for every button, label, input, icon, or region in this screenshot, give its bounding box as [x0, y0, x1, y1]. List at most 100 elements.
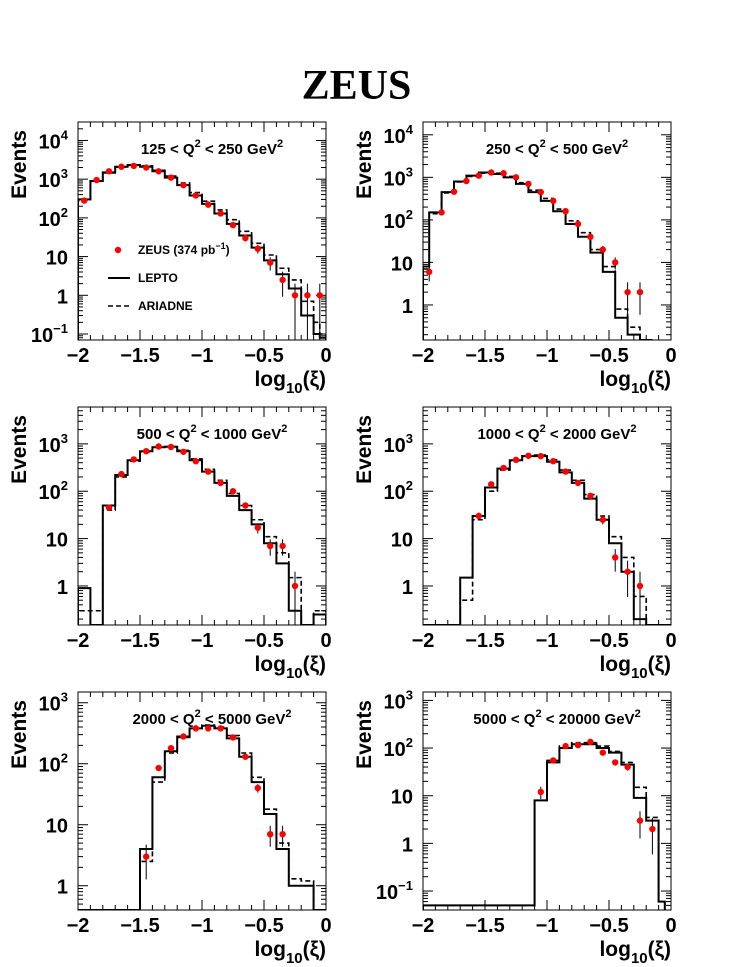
- chart-4-x-tick-label: −0.5: [244, 915, 283, 937]
- chart-1-y-tick-label: 104: [384, 122, 414, 148]
- chart-1-y-tick-base: 10: [384, 211, 406, 233]
- chart-4-data-point: [217, 725, 224, 732]
- chart-5-x-tick-label: −0.5: [589, 915, 628, 937]
- legend-zeus-marker: [114, 246, 122, 254]
- chart-5-data-point: [624, 763, 631, 771]
- chart-2-data-point: [267, 542, 274, 550]
- chart-2-data-point: [155, 443, 162, 450]
- chart-4-y-tick-base: 10: [46, 816, 68, 838]
- chart-4-x-tick-label: −1.5: [120, 915, 159, 937]
- chart-3-x-tick-label: −2: [412, 630, 435, 652]
- legend-lepto-label: LEPTO: [138, 271, 178, 285]
- chart-5-q2-label-sup2: 2: [635, 708, 641, 720]
- chart-3-y-tick-base: 10: [391, 530, 413, 552]
- chart-5-data-point: [649, 825, 656, 833]
- chart-3-data-point: [599, 516, 606, 523]
- chart-5-data-point: [636, 817, 644, 824]
- chart-1-x-tick-label: −0.5: [589, 345, 628, 367]
- chart-3-q2-label-tail: < 2000 GeV: [546, 426, 631, 443]
- chart-2-data-point: [192, 458, 199, 465]
- chart-2-x-tick-label: 0: [320, 630, 331, 652]
- chart-0-y-axis-label: Events: [8, 130, 31, 199]
- chart-3-data-point: [574, 479, 582, 487]
- chart-0-y-tick-exp: 2: [61, 205, 68, 220]
- chart-1-q2-label-tail: < 500 GeV: [546, 141, 622, 158]
- chart-1-x-axis-label-main: log: [599, 368, 631, 391]
- chart-0-data-point: [205, 201, 212, 208]
- chart-1-data-point: [463, 177, 470, 185]
- chart-2-x-tick-label: −2: [67, 630, 90, 652]
- chart-0-data-point: [316, 292, 323, 299]
- chart-3-data-point: [636, 582, 644, 590]
- chart-2-data-point: [242, 502, 249, 509]
- chart-0-x-axis-label: log10(ξ): [254, 368, 326, 397]
- chart-2-y-tick-base: 10: [39, 435, 61, 457]
- chart-5-y-tick-base: 1: [402, 834, 413, 856]
- chart-5-y-tick-label: 102: [384, 735, 413, 761]
- chart-1-y-tick-base: 10: [384, 168, 406, 190]
- chart-5-data-point: [562, 742, 569, 750]
- chart-2-x-tick-label: −0.5: [244, 630, 283, 652]
- chart-5-x-axis-label-tail: (ξ): [648, 938, 671, 961]
- chart-2-data-point: [217, 479, 224, 487]
- chart-3-data-point: [624, 568, 631, 575]
- chart-2-x-axis-label: log10(ξ): [254, 653, 326, 682]
- chart-4-y-axis-label: Events: [8, 700, 31, 769]
- chart-1-x-tick-label: 0: [665, 345, 676, 367]
- chart-0-y-tick-base: 10: [39, 170, 61, 192]
- chart-0-data-point: [267, 259, 274, 266]
- chart-2-q2-label-sup: 2: [190, 423, 196, 435]
- chart-4-data-point: [167, 744, 175, 752]
- chart-1-data-point: [636, 288, 644, 296]
- chart-1-data-point: [612, 259, 619, 266]
- chart-2-data-point: [130, 456, 137, 463]
- chart-3-x-axis-label: log10(ξ): [599, 653, 671, 682]
- chart-3-data-point: [512, 456, 520, 464]
- chart-1-data-point: [450, 188, 458, 195]
- chart-0-y-tick-label: 10−1: [31, 321, 68, 347]
- chart-5-y-tick-label: 10: [391, 787, 413, 809]
- panel-q2-1000-2000: −2 −1.5 −1 −0.5 0110102103Eventslog10(ξ)1000…: [353, 406, 677, 682]
- chart-3-data-point: [612, 554, 619, 561]
- chart-0-y-tick-label: 102: [39, 205, 68, 231]
- chart-5-y-tick-base: 10: [391, 787, 413, 809]
- chart-5-y-tick-exp: 2: [406, 735, 413, 750]
- chart-3-data-point: [488, 481, 495, 488]
- chart-4-q2-label-main: 2000 < Q: [132, 711, 194, 728]
- chart-4-x-axis-label-main: log: [254, 938, 286, 961]
- legend-zeus-text: ZEUS (374 pb: [138, 243, 215, 257]
- chart-5-data-point: [587, 738, 594, 746]
- chart-1-q2-label-sup: 2: [540, 138, 546, 150]
- chart-1-x-tick-label: −2: [412, 345, 435, 367]
- chart-4-lepto-series: [78, 724, 326, 910]
- chart-5-y-tick-base: 10: [384, 739, 406, 761]
- chart-0-x-tick-label: −0.5: [244, 345, 283, 367]
- panel-q2-2000-5000: −2 −1.5 −1 −0.5 0110102103Eventslog10(ξ)2000…: [8, 690, 332, 967]
- chart-3-x-tick-label: −1: [536, 630, 559, 652]
- chart-1-data-point: [550, 197, 557, 205]
- chart-2-data-point: [105, 504, 113, 511]
- chart-0-y-tick-label: 1: [57, 286, 68, 308]
- chart-2-x-tick-label: −1: [191, 630, 214, 652]
- chart-4-y-tick-label: 10: [46, 816, 68, 838]
- legend-zeus-sup: −1: [215, 241, 225, 251]
- chart-1-y-tick-base: 10: [384, 126, 406, 148]
- chart-4-data-point: [279, 830, 286, 838]
- chart-0-q2-label-sup2: 2: [277, 138, 283, 150]
- chart-3-data-point: [475, 512, 482, 520]
- chart-0-data-point: [143, 164, 150, 171]
- panel-q2-500-1000: −2 −1.5 −1 −0.5 0110102103Eventslog10(ξ)500 …: [8, 406, 332, 682]
- chart-2-y-tick-base: 10: [39, 482, 61, 504]
- chart-5-data-point: [550, 757, 557, 764]
- chart-0-data-point: [130, 162, 137, 170]
- chart-3-y-tick-exp: 2: [406, 478, 413, 493]
- chart-4-y-tick-label: 103: [39, 690, 68, 716]
- chart-1-data-point: [537, 188, 544, 196]
- chart-1-y-tick-label: 103: [384, 164, 413, 190]
- chart-4-y-tick-exp: 3: [61, 690, 68, 705]
- chart-4-data-point: [205, 725, 212, 732]
- chart-1-data-point: [562, 207, 569, 215]
- chart-0-y-tick-exp: 3: [61, 166, 68, 181]
- chart-5-x-axis-label-main: log: [599, 938, 631, 961]
- chart-2-data-point: [254, 524, 261, 531]
